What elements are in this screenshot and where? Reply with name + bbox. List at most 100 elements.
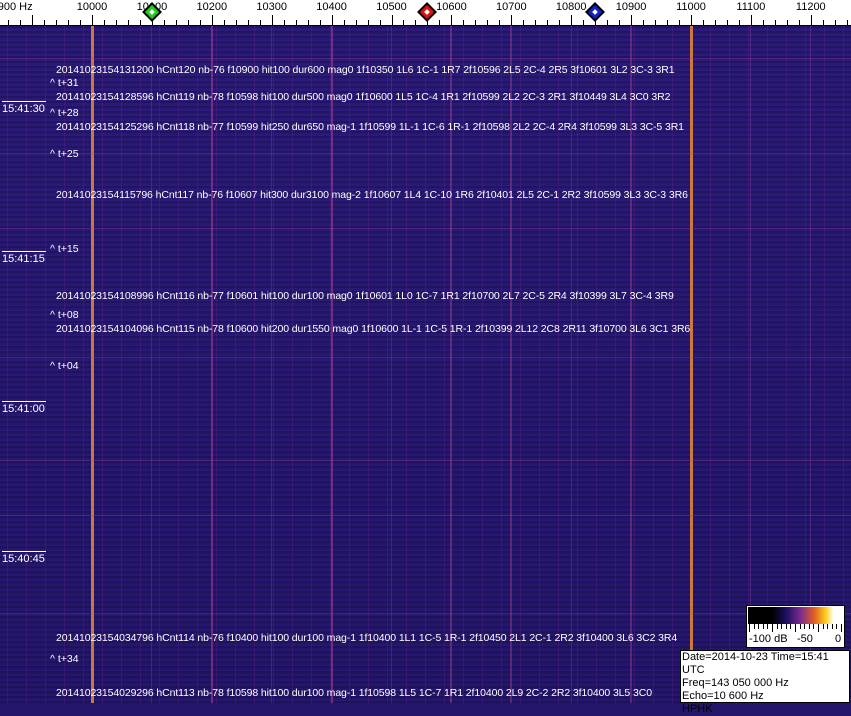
- axis-tick: [104, 20, 105, 25]
- axis-tick: [403, 20, 404, 25]
- axis-label: 10200: [196, 1, 228, 13]
- red-marker[interactable]: [417, 2, 438, 22]
- axis-tick: [655, 20, 656, 25]
- axis-tick: [607, 20, 608, 25]
- axis-tick: [427, 20, 428, 25]
- axis-tick: [248, 20, 249, 25]
- color-scale-tick: [827, 624, 829, 629]
- color-scale-label: 0: [835, 633, 842, 645]
- axis-tick: [775, 20, 776, 25]
- axis-tick: [380, 20, 381, 25]
- axis-tick: [547, 20, 548, 25]
- axis-tick: [571, 15, 572, 25]
- axis-tick: [511, 15, 512, 25]
- axis-tick: [463, 20, 464, 25]
- color-scale-tick: [799, 624, 801, 629]
- axis-tick: [272, 15, 273, 25]
- spectral-line: [630, 26, 632, 703]
- time-mark: ^ t+15: [50, 243, 79, 255]
- spectral-line: [450, 26, 452, 703]
- axis-tick: [787, 20, 788, 25]
- date-time: Date=2014-10-23 Time=15:41 UTC: [682, 651, 829, 676]
- color-scale-tick: [841, 624, 842, 632]
- event-line: 20141023154128596 hCnt119 nb-78 f10598 h…: [56, 91, 671, 103]
- axis-tick: [631, 15, 632, 25]
- axis-tick: [332, 15, 333, 25]
- frequency: Freq=143 050 000 Hz: [682, 677, 789, 689]
- event-line: 20141023154034796 hCnt114 nb-76 f10400 h…: [56, 632, 678, 644]
- spectral-line: [571, 26, 572, 703]
- axis-tick: [188, 20, 189, 25]
- axis-label: 10500: [376, 1, 407, 13]
- axis-tick: [140, 20, 141, 25]
- axis-label: 10900: [615, 1, 647, 13]
- axis-label: 9900 Hz: [0, 1, 33, 13]
- axis-tick: [392, 15, 393, 25]
- axis-tick: [320, 20, 321, 25]
- axis-label: 10400: [316, 1, 347, 13]
- axis-tick: [260, 20, 261, 25]
- spectral-line: [331, 26, 333, 703]
- axis-tick: [715, 20, 716, 25]
- color-scale-tick: [772, 624, 773, 632]
- axis-tick: [92, 15, 93, 25]
- horizontal-interference-line: [0, 613, 851, 614]
- color-scale-tick: [785, 624, 787, 629]
- info-box: Date=2014-10-23 Time=15:41 UTC Freq=143 …: [680, 650, 850, 715]
- color-scale-tick: [767, 624, 769, 629]
- event-line: 20141023154108996 hCnt116 nb-77 f10601 h…: [56, 290, 674, 302]
- axis-tick: [811, 15, 812, 25]
- event-line: 20141023154029296 hCnt113 nb-78 f10598 h…: [56, 687, 652, 699]
- axis-tick: [703, 20, 704, 25]
- horizontal-interference-line: [0, 357, 851, 358]
- axis-tick: [236, 20, 237, 25]
- frequency-axis: 9900 Hz100001010010200103001040010500106…: [0, 0, 851, 26]
- axis-tick: [368, 20, 369, 25]
- axis-tick: [128, 20, 129, 25]
- color-scale-tick: [749, 624, 750, 632]
- color-scale-tick: [790, 624, 792, 629]
- axis-tick: [727, 20, 728, 25]
- axis-tick: [835, 20, 836, 25]
- color-scale-tick: [795, 624, 796, 632]
- spectral-line: [391, 26, 392, 703]
- color-scale-tick: [836, 624, 838, 629]
- color-gradient: [748, 607, 843, 624]
- axis-tick: [523, 20, 524, 25]
- color-scale: -100 dB -50 0: [746, 605, 845, 648]
- time-mark: ^ t+34: [50, 653, 79, 665]
- event-line: 20141023154131200 hCnt120 nb-76 f10900 h…: [56, 64, 675, 76]
- axis-label: 10000: [76, 1, 108, 13]
- axis-tick: [164, 20, 165, 25]
- horizontal-interference-line: [0, 228, 851, 229]
- spectral-line: [750, 26, 751, 703]
- axis-tick: [224, 20, 225, 25]
- horizontal-interference-line: [0, 153, 851, 154]
- time-mark: ^ t+31: [50, 77, 79, 89]
- axis-tick: [20, 20, 21, 25]
- color-scale-tick: [831, 624, 833, 629]
- color-scale-tick: [818, 624, 819, 632]
- time-mark: ^ t+28: [50, 107, 79, 119]
- axis-tick: [296, 20, 297, 25]
- axis-label: 11100: [736, 1, 766, 13]
- spectral-line: [510, 26, 512, 703]
- axis-tick: [595, 20, 596, 25]
- event-line: 20141023154115796 hCnt117 nb-76 f10607 h…: [56, 189, 688, 201]
- spectral-line: [271, 26, 272, 703]
- color-scale-tick: [781, 624, 783, 629]
- spectral-line: [91, 26, 94, 703]
- horizontal-interference-line: [0, 58, 851, 59]
- spectrogram: [0, 26, 851, 703]
- axis-tick: [499, 20, 500, 25]
- event-line: 20141023154104096 hCnt115 nb-78 f10600 h…: [56, 323, 691, 335]
- time-label: 15:41:15: [2, 251, 46, 265]
- spectral-line: [810, 26, 811, 703]
- color-scale-tick: [776, 624, 778, 629]
- color-scale-label: -100 dB: [749, 633, 788, 645]
- axis-tick: [739, 20, 740, 25]
- axis-tick: [44, 20, 45, 25]
- axis-label: 10600: [436, 1, 467, 13]
- blue-marker[interactable]: [585, 2, 606, 22]
- axis-tick: [176, 20, 177, 25]
